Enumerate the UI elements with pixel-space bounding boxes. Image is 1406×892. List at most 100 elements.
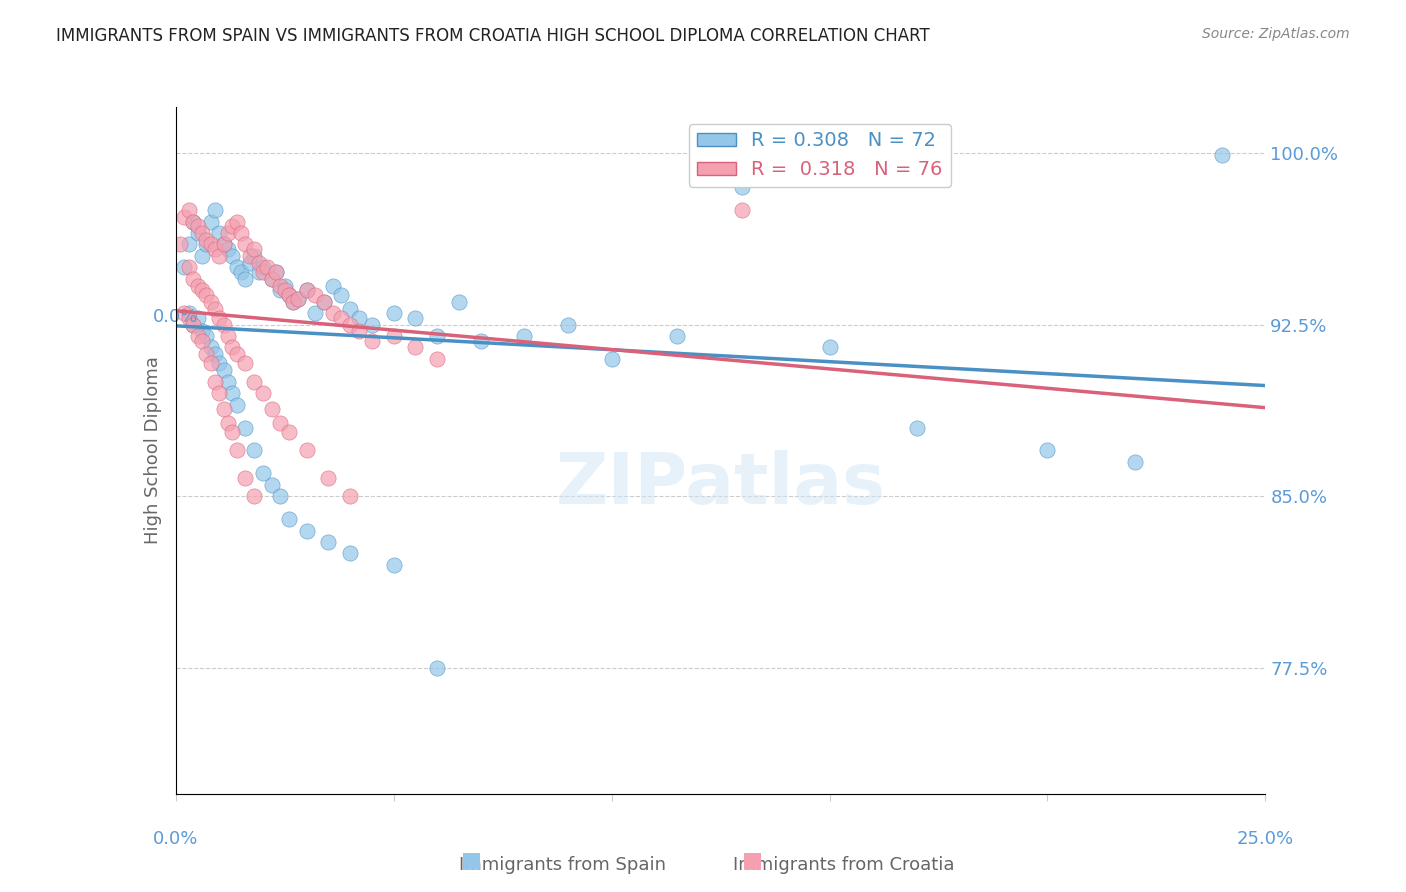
Immigrants from Croatia [269, 278, 291, 293]
Immigrants from Spain [295, 283, 318, 297]
Immigrants from Croatia [208, 386, 231, 401]
Text: 25.0%: 25.0% [1237, 830, 1294, 847]
Immigrants from Croatia [212, 237, 235, 252]
Immigrants from Croatia [260, 402, 283, 417]
Immigrants from Spain [322, 278, 344, 293]
Immigrants from Spain [264, 265, 287, 279]
Immigrants from Spain [447, 294, 470, 309]
Immigrants from Croatia [426, 351, 449, 366]
Immigrants from Croatia [322, 306, 344, 320]
Immigrants from Croatia [235, 471, 257, 485]
Immigrants from Spain [905, 420, 928, 434]
Immigrants from Spain [239, 256, 262, 270]
Immigrants from Spain [212, 237, 235, 252]
Immigrants from Croatia [169, 237, 191, 252]
Immigrants from Spain [212, 363, 235, 377]
Immigrants from Spain [204, 203, 226, 218]
Immigrants from Spain [225, 398, 247, 412]
Immigrants from Spain [260, 478, 283, 492]
Immigrants from Spain [312, 294, 335, 309]
Immigrants from Croatia [195, 347, 218, 361]
Immigrants from Croatia [312, 294, 335, 309]
Immigrants from Croatia [177, 310, 200, 325]
Immigrants from Croatia [208, 310, 231, 325]
Y-axis label: High School Diploma: High School Diploma [143, 357, 162, 544]
Immigrants from Spain [1211, 148, 1233, 162]
Immigrants from Spain [208, 356, 231, 370]
Immigrants from Croatia [204, 301, 226, 316]
Immigrants from Spain [204, 347, 226, 361]
Text: ■: ■ [742, 850, 762, 870]
Immigrants from Croatia [217, 329, 239, 343]
Immigrants from Croatia [287, 293, 309, 307]
Immigrants from Spain [339, 546, 361, 561]
Immigrants from Spain [666, 329, 689, 343]
Immigrants from Croatia [256, 260, 278, 275]
Immigrants from Spain [177, 237, 200, 252]
Immigrants from Croatia [186, 329, 209, 343]
Immigrants from Spain [426, 661, 449, 675]
Immigrants from Croatia [231, 226, 253, 240]
Immigrants from Spain [330, 287, 353, 301]
Immigrants from Spain [177, 306, 200, 320]
Immigrants from Croatia [200, 294, 222, 309]
Immigrants from Spain [260, 272, 283, 286]
Immigrants from Croatia [181, 214, 204, 228]
Immigrants from Croatia [339, 318, 361, 332]
Immigrants from Spain [181, 214, 204, 228]
Immigrants from Croatia [405, 340, 427, 354]
Text: 0.0%: 0.0% [153, 308, 198, 326]
Immigrants from Croatia [195, 233, 218, 247]
Immigrants from Spain [252, 260, 274, 275]
Immigrants from Spain [191, 325, 214, 339]
Immigrants from Croatia [212, 402, 235, 417]
Immigrants from Croatia [339, 489, 361, 503]
Immigrants from Croatia [191, 334, 214, 348]
Immigrants from Croatia [200, 237, 222, 252]
Text: Immigrants from Spain: Immigrants from Spain [458, 856, 666, 874]
Immigrants from Spain [195, 329, 218, 343]
Immigrants from Croatia [225, 443, 247, 458]
Immigrants from Spain [1123, 455, 1146, 469]
Immigrants from Croatia [243, 242, 266, 256]
Immigrants from Croatia [247, 256, 270, 270]
Immigrants from Croatia [177, 260, 200, 275]
Immigrants from Croatia [221, 425, 243, 439]
Immigrants from Croatia [304, 287, 326, 301]
Immigrants from Spain [283, 294, 305, 309]
Immigrants from Croatia [181, 272, 204, 286]
Immigrants from Spain [235, 420, 257, 434]
Immigrants from Spain [243, 443, 266, 458]
Immigrants from Spain [295, 524, 318, 538]
Immigrants from Spain [513, 329, 536, 343]
Immigrants from Croatia [221, 340, 243, 354]
Immigrants from Croatia [283, 294, 305, 309]
Immigrants from Spain [278, 287, 301, 301]
Immigrants from Croatia [382, 329, 405, 343]
Immigrants from Croatia [278, 425, 301, 439]
Immigrants from Croatia [347, 325, 370, 339]
Immigrants from Spain [347, 310, 370, 325]
Immigrants from Croatia [225, 214, 247, 228]
Immigrants from Croatia [239, 249, 262, 263]
Immigrants from Croatia [173, 210, 195, 224]
Immigrants from Spain [252, 467, 274, 481]
Immigrants from Spain [247, 265, 270, 279]
Immigrants from Croatia [264, 265, 287, 279]
Immigrants from Spain [557, 318, 579, 332]
Immigrants from Croatia [177, 203, 200, 218]
Immigrants from Spain [173, 260, 195, 275]
Immigrants from Spain [186, 310, 209, 325]
Immigrants from Croatia [278, 287, 301, 301]
Immigrants from Croatia [235, 356, 257, 370]
Immigrants from Croatia [731, 203, 754, 218]
Immigrants from Spain [1036, 443, 1059, 458]
Immigrants from Croatia [195, 287, 218, 301]
Immigrants from Croatia [274, 283, 297, 297]
Immigrants from Croatia [252, 386, 274, 401]
Immigrants from Croatia [181, 318, 204, 332]
Immigrants from Spain [339, 301, 361, 316]
Text: Source: ZipAtlas.com: Source: ZipAtlas.com [1202, 27, 1350, 41]
Immigrants from Croatia [252, 265, 274, 279]
Immigrants from Croatia [295, 283, 318, 297]
